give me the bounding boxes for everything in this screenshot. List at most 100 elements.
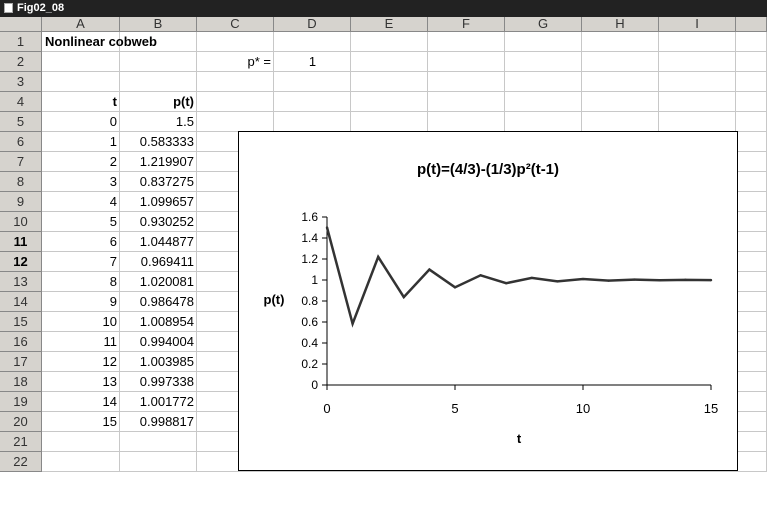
cell[interactable] [42,272,120,292]
cell[interactable] [736,32,767,52]
cell[interactable] [736,332,767,352]
row-header-19[interactable]: 19 [0,392,42,412]
cell[interactable] [736,152,767,172]
cell[interactable] [42,52,120,72]
cell[interactable] [505,92,582,112]
cell[interactable] [120,412,197,432]
cell[interactable] [120,132,197,152]
cell[interactable] [197,92,274,112]
column-header-f[interactable]: F [428,17,505,32]
cell[interactable] [42,252,120,272]
cell[interactable] [120,352,197,372]
cell[interactable] [120,52,197,72]
cell[interactable] [274,72,351,92]
cell[interactable] [42,152,120,172]
cell[interactable] [120,32,197,52]
row-header-20[interactable]: 20 [0,412,42,432]
cell[interactable] [659,92,736,112]
cell[interactable] [42,212,120,232]
cell[interactable] [197,52,274,72]
cell[interactable] [42,352,120,372]
cell[interactable] [42,132,120,152]
cell[interactable] [736,372,767,392]
row-header-2[interactable]: 2 [0,52,42,72]
cell[interactable] [197,112,274,132]
cell[interactable] [120,92,197,112]
cell[interactable] [736,52,767,72]
row-header-6[interactable]: 6 [0,132,42,152]
cell[interactable] [505,52,582,72]
cell[interactable] [351,112,428,132]
cell[interactable] [120,252,197,272]
cell[interactable] [736,72,767,92]
cell[interactable] [659,32,736,52]
cell[interactable] [120,212,197,232]
row-header-21[interactable]: 21 [0,432,42,452]
cell[interactable] [351,72,428,92]
cell[interactable] [736,232,767,252]
cell[interactable] [659,112,736,132]
column-header-h[interactable]: H [582,17,659,32]
cell[interactable] [582,112,659,132]
cell[interactable] [736,132,767,152]
cell[interactable] [120,272,197,292]
column-header-c[interactable]: C [197,17,274,32]
cell[interactable] [736,212,767,232]
cell[interactable] [120,172,197,192]
cell[interactable] [736,412,767,432]
select-all-corner[interactable] [0,17,42,32]
cell[interactable] [736,452,767,472]
column-header-d[interactable]: D [274,17,351,32]
cell[interactable] [736,112,767,132]
cell[interactable] [736,272,767,292]
cell[interactable] [582,72,659,92]
column-header-b[interactable]: B [120,17,197,32]
cell[interactable] [351,52,428,72]
row-header-12[interactable]: 12 [0,252,42,272]
row-header-16[interactable]: 16 [0,332,42,352]
column-header-e[interactable]: E [351,17,428,32]
cell[interactable] [42,232,120,252]
cell[interactable] [120,292,197,312]
cell[interactable] [120,152,197,172]
cell[interactable] [120,432,197,452]
row-header-10[interactable]: 10 [0,212,42,232]
window-titlebar[interactable]: Fig02_08 [0,0,767,17]
cell[interactable] [659,52,736,72]
cell[interactable] [428,92,505,112]
row-header-18[interactable]: 18 [0,372,42,392]
cell[interactable] [274,52,351,72]
row-header-11[interactable]: 11 [0,232,42,252]
row-header-5[interactable]: 5 [0,112,42,132]
cell[interactable] [42,392,120,412]
cell[interactable] [120,392,197,412]
cell[interactable] [120,72,197,92]
cell[interactable] [582,32,659,52]
column-header-a[interactable]: A [42,17,120,32]
cell[interactable] [736,252,767,272]
cell[interactable] [42,32,120,52]
cell[interactable] [428,72,505,92]
row-header-15[interactable]: 15 [0,312,42,332]
cell[interactable] [736,292,767,312]
row-header-7[interactable]: 7 [0,152,42,172]
cell[interactable] [736,352,767,372]
row-header-22[interactable]: 22 [0,452,42,472]
cell[interactable] [120,232,197,252]
cell[interactable] [428,52,505,72]
column-header-i[interactable]: I [659,17,736,32]
cell[interactable] [42,192,120,212]
cell[interactable] [42,332,120,352]
cell[interactable] [120,332,197,352]
cell[interactable] [736,92,767,112]
row-header-13[interactable]: 13 [0,272,42,292]
cell[interactable] [736,192,767,212]
row-header-14[interactable]: 14 [0,292,42,312]
cell[interactable] [42,432,120,452]
cell[interactable] [736,172,767,192]
cell[interactable] [428,112,505,132]
row-header-8[interactable]: 8 [0,172,42,192]
cell[interactable] [274,32,351,52]
cell[interactable] [42,312,120,332]
cell[interactable] [42,72,120,92]
